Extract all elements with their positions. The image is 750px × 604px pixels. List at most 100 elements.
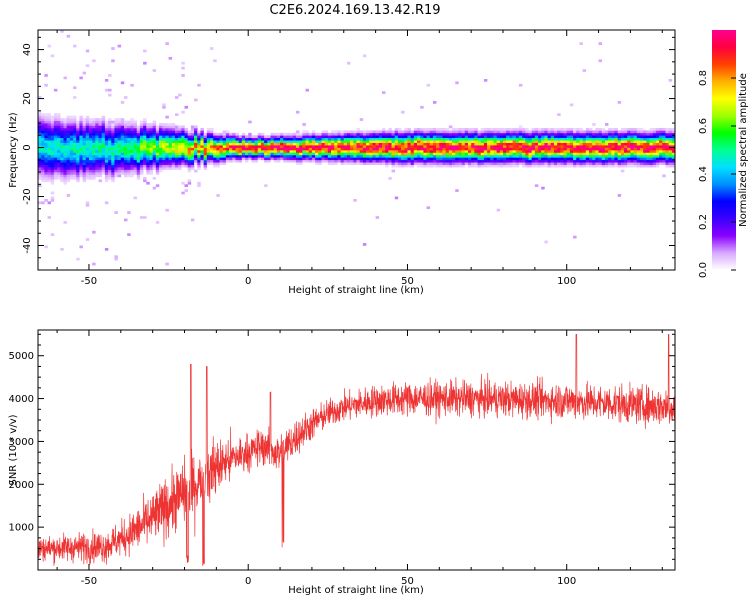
heatmap-cell (579, 164, 583, 168)
heatmap-cell (366, 154, 370, 158)
heatmap-cell (448, 154, 453, 158)
heatmap-cell (136, 130, 141, 134)
heatmap-cell (152, 69, 157, 72)
heatmap-cell (295, 159, 300, 163)
heatmap-cell (417, 159, 421, 163)
heatmap-cell (627, 135, 631, 139)
heatmap-cell (197, 162, 201, 165)
heatmap-cell (197, 157, 201, 161)
heatmap-cell (146, 140, 150, 143)
heatmap-cell (187, 130, 192, 134)
heatmap-cell (82, 147, 87, 151)
heatmap-cell (213, 137, 217, 141)
heatmap-cell (232, 142, 236, 146)
heatmap-cell (82, 120, 87, 124)
heatmap-cell (359, 162, 364, 165)
heatmap-cell (557, 152, 561, 156)
heatmap-cell (127, 127, 131, 131)
heatmap-cell (53, 164, 58, 168)
heatmap-cell (624, 147, 628, 151)
heatmap-cell (668, 140, 673, 143)
heatmap-cell (117, 162, 122, 165)
heatmap-cell (178, 167, 182, 170)
heatmap-cell (407, 145, 411, 148)
heatmap-cell (471, 130, 475, 134)
heatmap-cell (108, 130, 112, 134)
heatmap-cell (617, 137, 622, 141)
heatmap-cell (104, 172, 109, 175)
heatmap-cell (53, 159, 58, 163)
heatmap-cell (655, 132, 660, 136)
heatmap-cell (531, 142, 536, 146)
heatmap-cell (311, 137, 316, 141)
heatmap-cell (44, 135, 48, 139)
heatmap-cell (190, 140, 195, 143)
heatmap-cell (553, 152, 558, 156)
heatmap-cell (88, 176, 93, 180)
heatmap-cell (280, 142, 284, 146)
heatmap-cell (88, 118, 93, 121)
heatmap-cell (73, 115, 77, 119)
heatmap-cell (350, 142, 354, 146)
heatmap-cell (432, 132, 437, 136)
heatmap-cell (85, 203, 90, 207)
heatmap-cell (633, 135, 638, 139)
heatmap-cell (305, 135, 310, 139)
heatmap-cell (331, 159, 335, 163)
heatmap-cell (311, 159, 316, 163)
heatmap-cell (579, 42, 583, 45)
heatmap-cell (633, 127, 638, 131)
heatmap-cell (63, 167, 67, 170)
heatmap-cell (557, 140, 561, 143)
heatmap-cell (566, 130, 571, 134)
heatmap-cell (611, 164, 615, 168)
heatmap-cell (238, 147, 243, 151)
heatmap-cell (273, 135, 278, 139)
heatmap-cell (448, 150, 453, 153)
heatmap-cell (366, 147, 370, 151)
heatmap-cell (474, 140, 478, 143)
heatmap-cell (372, 150, 376, 153)
heatmap-cell (541, 164, 545, 168)
heatmap-cell (124, 157, 128, 161)
heatmap-cell (334, 150, 338, 153)
heatmap-cell (417, 127, 421, 131)
heatmap-cell (88, 125, 93, 129)
heatmap-cell (264, 135, 268, 139)
heatmap-cell (73, 176, 77, 180)
heatmap-cell (95, 162, 99, 165)
heatmap-cell (356, 152, 360, 156)
heatmap-cell (69, 145, 74, 148)
heatmap-cell (331, 140, 335, 143)
heatmap-cell (139, 130, 144, 134)
heatmap-cell (257, 152, 262, 156)
heatmap-cell (124, 132, 128, 136)
heatmap-cell (375, 137, 380, 141)
heatmap-cell (617, 164, 622, 168)
heatmap-cell (503, 127, 507, 131)
heatmap-cell (143, 176, 147, 180)
heatmap-cell (85, 130, 90, 134)
heatmap-cell (334, 137, 338, 141)
heatmap-cell (601, 130, 606, 134)
heatmap-cell (280, 140, 284, 143)
heatmap-cell (477, 132, 482, 136)
heatmap-cell (525, 142, 529, 146)
heatmap-cell (85, 137, 90, 141)
heatmap-cell (117, 150, 122, 153)
heatmap-cell (95, 169, 99, 173)
heatmap-cell (668, 137, 673, 141)
heatmap-cell (114, 174, 118, 178)
heatmap-cell (620, 162, 625, 165)
heatmap-cell (101, 169, 106, 173)
heatmap-cell (534, 132, 539, 136)
heatmap-cell (394, 147, 399, 151)
heatmap-cell (79, 118, 83, 121)
heatmap-cell (104, 145, 109, 148)
heatmap-cell (254, 159, 259, 163)
heatmap-cell (130, 118, 134, 121)
heatmap-cell (57, 142, 61, 146)
heatmap-cell (139, 137, 144, 141)
heatmap-cell (522, 140, 526, 143)
heatmap-cell (426, 142, 431, 146)
